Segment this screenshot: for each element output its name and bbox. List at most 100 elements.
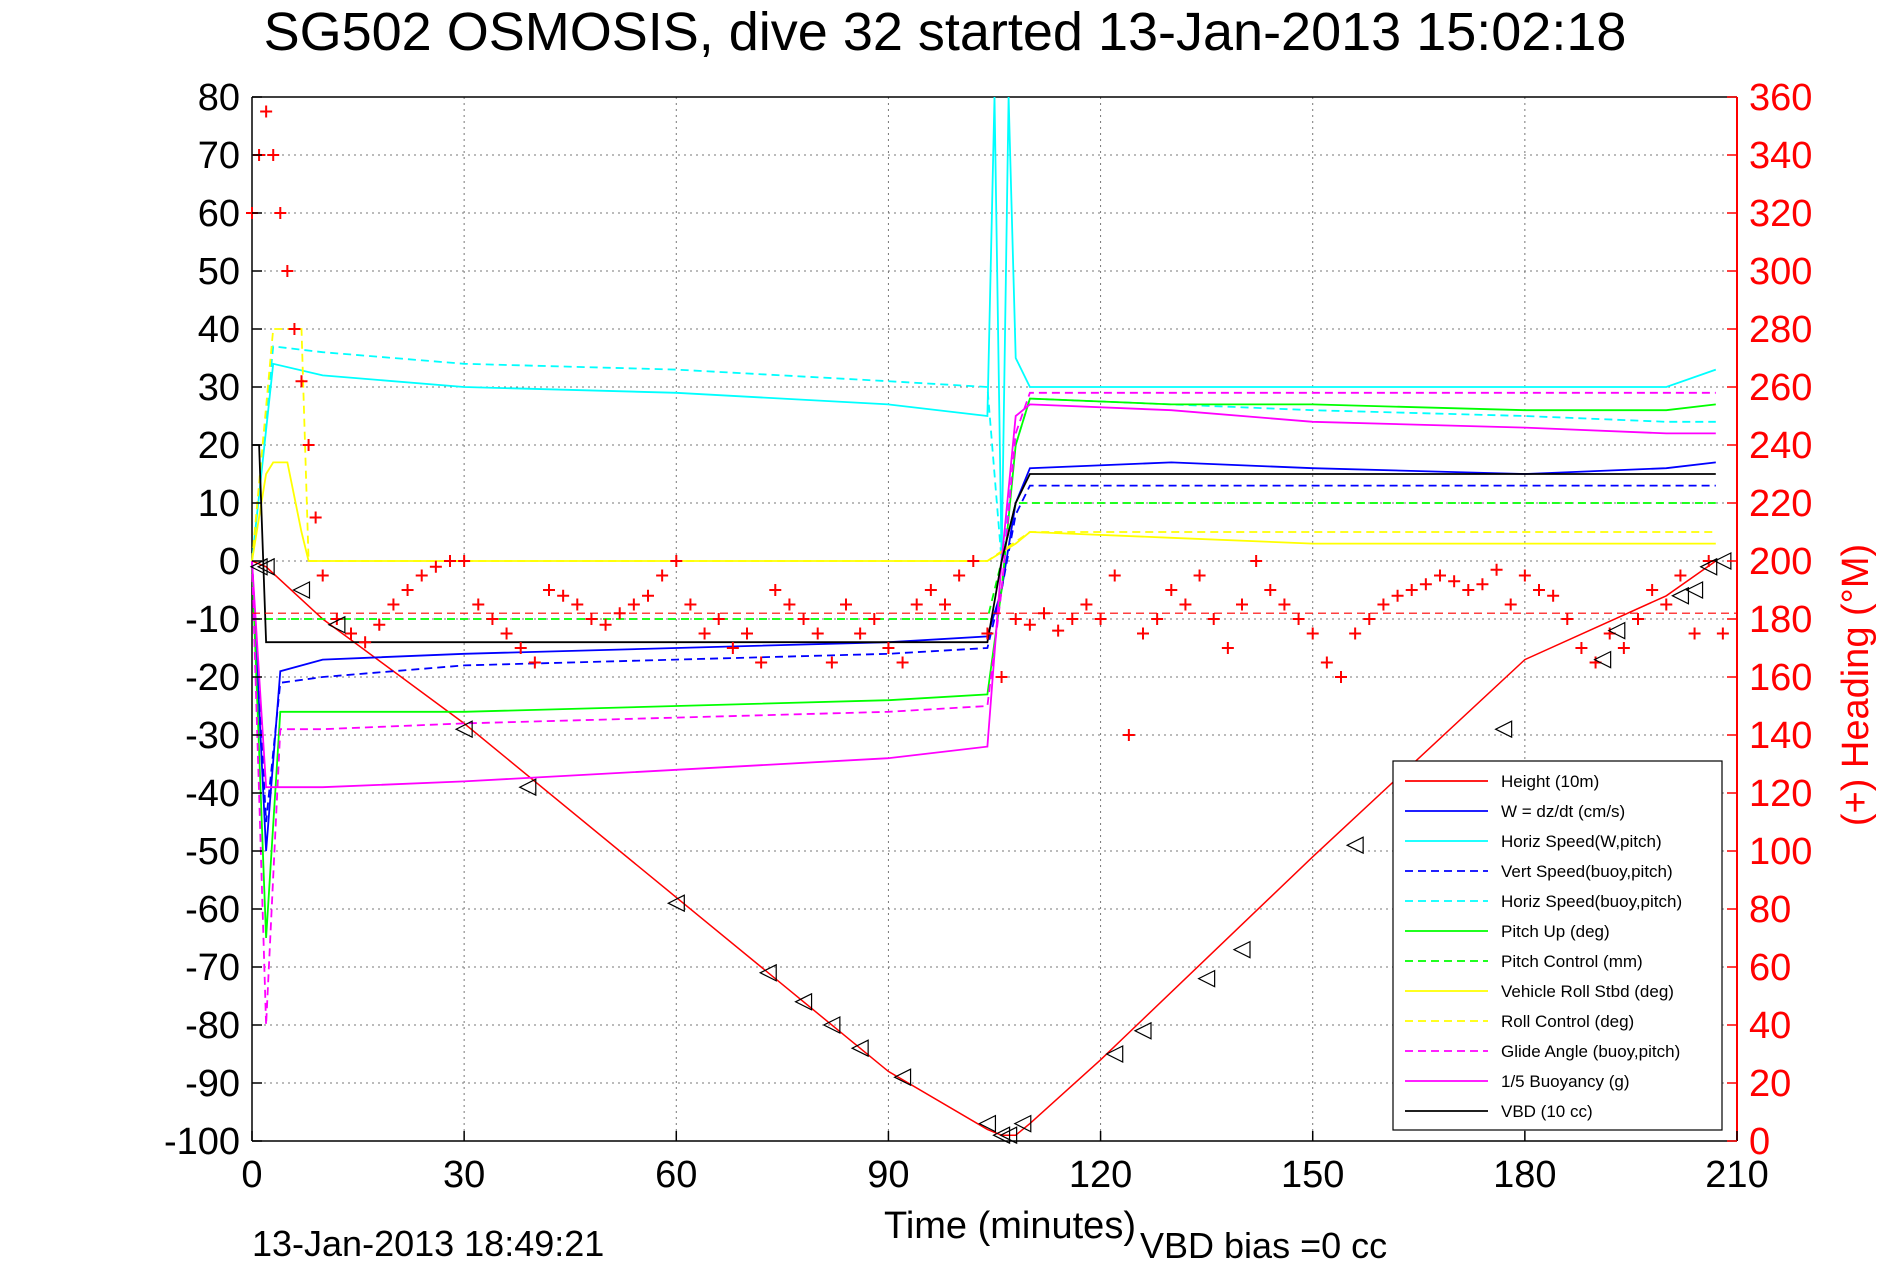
heading-point xyxy=(557,589,570,602)
y-right-tick-label: 180 xyxy=(1749,599,1812,641)
depth-marker xyxy=(1593,650,1612,669)
y-tick-label: -10 xyxy=(185,599,240,641)
legend-label-height: Height (10m) xyxy=(1501,772,1599,791)
heading-point xyxy=(345,627,357,640)
y-tick-label: -40 xyxy=(185,773,240,815)
heading-point xyxy=(528,656,541,669)
heading-point xyxy=(840,598,852,611)
heading-point xyxy=(316,569,329,582)
heading-point xyxy=(1236,598,1248,611)
heading-point xyxy=(260,105,273,118)
heading-point xyxy=(1207,613,1220,625)
heading-point xyxy=(924,584,937,596)
heading-point xyxy=(267,149,280,161)
y-right-tick-label: 140 xyxy=(1749,715,1812,757)
y-right-tick-label: 360 xyxy=(1749,77,1812,119)
depth-marker xyxy=(999,1126,1018,1145)
heading-point xyxy=(359,636,372,649)
y-tick-label: -50 xyxy=(185,831,240,873)
depth-marker xyxy=(292,581,311,599)
legend-label-vert_buoy: Vert Speed(buoy,pitch) xyxy=(1501,862,1673,881)
y-right-tick-label: 340 xyxy=(1749,135,1812,177)
heading-point xyxy=(571,598,584,611)
heading-point xyxy=(712,613,725,625)
heading-point xyxy=(670,555,683,567)
heading-point xyxy=(1533,584,1545,596)
y-tick-label: 30 xyxy=(198,367,240,409)
heading-point xyxy=(1419,578,1432,591)
heading-point xyxy=(882,642,895,654)
y-right-tick-label: 260 xyxy=(1749,367,1812,409)
x-tick-label: 120 xyxy=(1069,1154,1132,1196)
heading-point xyxy=(1617,642,1630,654)
depth-marker xyxy=(454,720,473,739)
depth-marker xyxy=(1197,969,1216,988)
heading-point xyxy=(1052,624,1065,637)
heading-point xyxy=(274,207,287,219)
y-tick-label: 80 xyxy=(198,77,240,119)
y-tick-label: -100 xyxy=(164,1121,240,1163)
heading-point xyxy=(295,375,308,388)
heading-point xyxy=(642,589,654,602)
legend-label-pitch_ctrl: Pitch Control (mm) xyxy=(1501,952,1643,971)
depth-marker xyxy=(1105,1045,1124,1063)
footer-date: 13-Jan-2013 18:49:21 xyxy=(252,1223,604,1262)
depth-marker xyxy=(518,778,537,797)
depth-marker xyxy=(1013,1114,1032,1133)
legend-label-glide: Glide Angle (buoy,pitch) xyxy=(1501,1042,1680,1061)
heading-point xyxy=(281,265,294,277)
y-right-tick-label: 300 xyxy=(1749,251,1812,293)
footer-vbd: VBD bias =0 cc xyxy=(1140,1225,1387,1262)
heading-point xyxy=(1688,627,1701,640)
y-right-tick-label: 0 xyxy=(1749,1121,1770,1163)
depth-marker xyxy=(1607,621,1626,640)
heading-point xyxy=(769,584,782,596)
heading-point xyxy=(656,569,669,582)
heading-point xyxy=(1292,613,1305,625)
heading-point xyxy=(1674,569,1687,582)
depth-marker xyxy=(893,1068,912,1087)
depth-marker xyxy=(1133,1021,1152,1040)
heading-point xyxy=(1066,613,1079,625)
heading-point xyxy=(1462,584,1475,596)
x-tick-label: 0 xyxy=(241,1154,262,1196)
heading-point xyxy=(302,439,315,451)
heading-point xyxy=(627,598,640,611)
y-right-tick-label: 120 xyxy=(1749,773,1812,815)
heading-point xyxy=(444,555,456,567)
y-axis-right: 3603403203002802602402202001801601401201… xyxy=(1727,77,1812,1163)
heading-point xyxy=(1320,656,1333,669)
heading-point xyxy=(1108,569,1121,582)
heading-point xyxy=(783,598,796,611)
heading-point xyxy=(514,642,527,654)
heading-layer xyxy=(246,105,1737,741)
y-tick-label: 0 xyxy=(219,541,240,583)
heading-point xyxy=(811,627,824,640)
heading-point xyxy=(1151,613,1164,625)
y-right-tick-label: 320 xyxy=(1749,193,1812,235)
series-line-horiz_buoy xyxy=(251,345,1716,562)
legend-label-horiz_w: Horiz Speed(W,pitch) xyxy=(1501,832,1662,851)
heading-point xyxy=(288,323,301,335)
depth-marker xyxy=(758,963,777,982)
heading-point xyxy=(910,598,923,611)
heading-point xyxy=(797,613,810,625)
y-tick-label: -80 xyxy=(185,1005,240,1047)
heading-point xyxy=(1391,589,1404,602)
y-tick-label: -90 xyxy=(185,1063,240,1105)
heading-point xyxy=(896,656,909,669)
chart-title: SG502 OSMOSIS, dive 32 started 13-Jan-20… xyxy=(264,2,1627,62)
depth-marker xyxy=(327,615,346,634)
series-line-buoyancy xyxy=(251,403,1716,789)
heading-point xyxy=(995,671,1008,683)
heading-point xyxy=(486,613,499,625)
x-tick-label: 150 xyxy=(1281,1154,1344,1196)
heading-point xyxy=(967,555,980,567)
heading-point xyxy=(825,656,838,669)
heading-point xyxy=(458,555,471,567)
series-line-pitch_ctrl xyxy=(252,502,1716,620)
heading-point xyxy=(1264,584,1277,596)
y-axis-left: 80 70 60 50 40 30 20 10 0 -10 -20 -30 -40 -50 -60 -70 -8… xyxy=(164,77,262,1163)
heading-point xyxy=(684,598,697,611)
depth-marker xyxy=(1685,581,1704,599)
